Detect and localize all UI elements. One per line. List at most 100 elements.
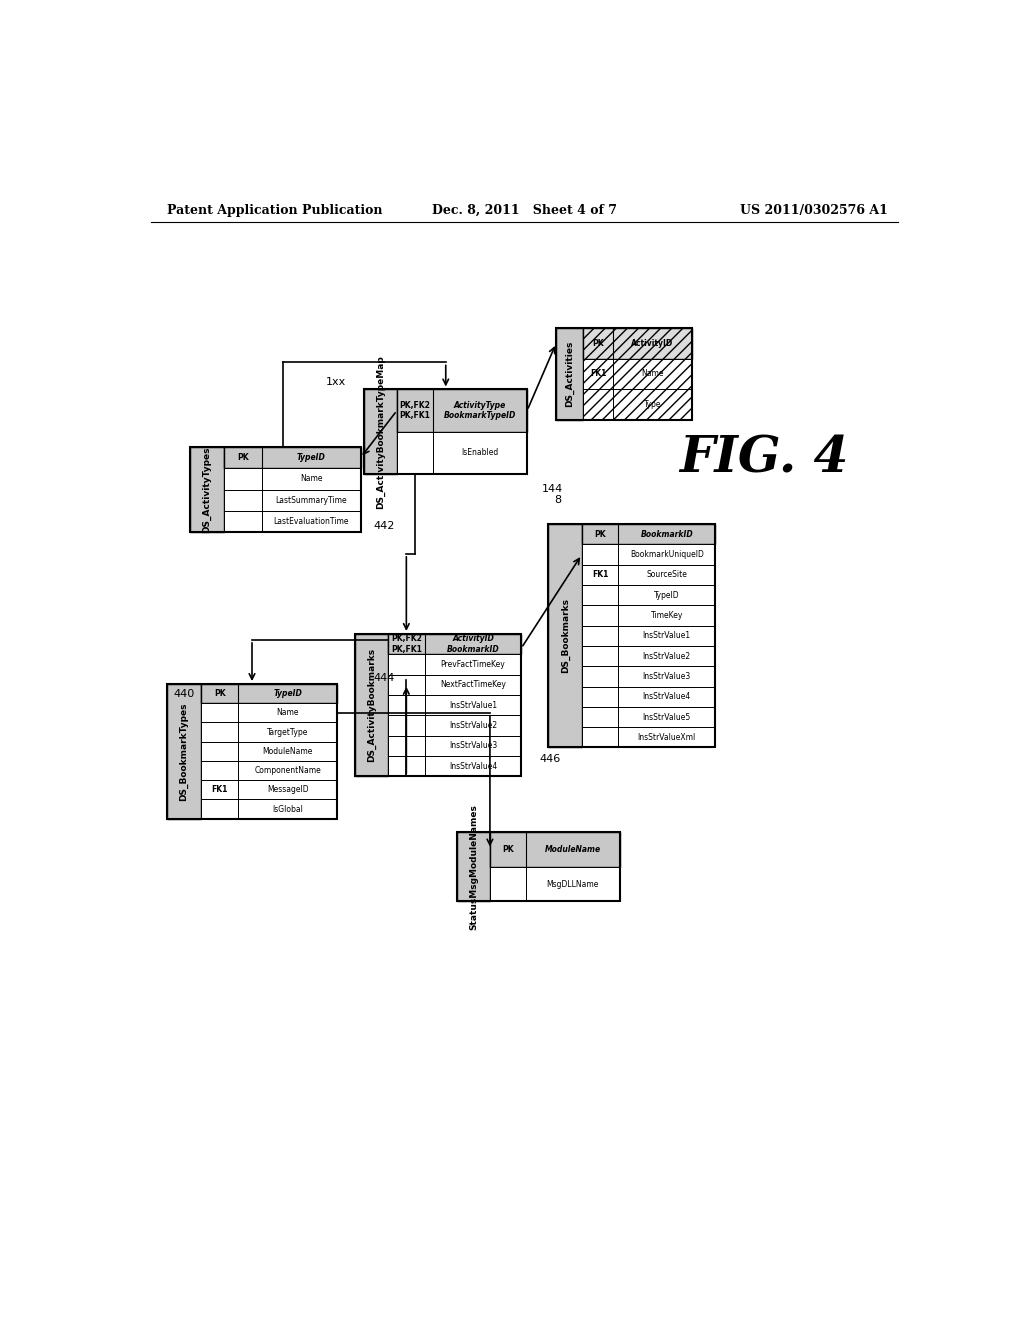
Text: 440: 440 [173,689,195,698]
Bar [582,606,715,626]
Text: PK,FK2
PK,FK1: PK,FK2 PK,FK1 [399,401,430,420]
Text: InsStrValue4: InsStrValue4 [643,692,691,701]
Text: TargetType: TargetType [267,727,308,737]
Text: Name: Name [641,370,664,379]
Text: Type: Type [644,400,662,409]
Text: 144: 144 [542,484,563,495]
Text: SourceSite: SourceSite [646,570,687,579]
Text: FK1: FK1 [590,370,606,379]
Bar [354,634,388,776]
Text: TimeKey: TimeKey [650,611,683,620]
Text: FIG. 4: FIG. 4 [679,434,848,483]
Bar [354,634,521,776]
Text: PK: PK [594,529,606,539]
Text: InsStrValue2: InsStrValue2 [643,652,691,660]
Bar [584,359,692,389]
Text: 8: 8 [555,495,562,506]
Text: InsStrValue2: InsStrValue2 [449,721,497,730]
Bar [489,832,621,867]
Bar [582,686,715,706]
Text: DS_Bookmarks: DS_Bookmarks [560,598,569,673]
Bar [582,626,715,645]
Text: InsStrValue4: InsStrValue4 [449,762,497,771]
Text: ActivityType
BookmarkTypeID: ActivityType BookmarkTypeID [443,401,516,420]
Bar [201,704,337,722]
Text: StatusMsgModuleNames: StatusMsgModuleNames [469,804,478,929]
Bar [201,742,337,760]
Text: ActivityID
BookmarkID: ActivityID BookmarkID [446,635,500,653]
Bar [224,490,360,511]
Bar [201,760,337,780]
Text: ModuleName: ModuleName [262,747,313,756]
Text: BookmarkUniqueID: BookmarkUniqueID [630,550,703,560]
Text: 444: 444 [373,673,394,684]
Text: MessageID: MessageID [267,785,308,795]
Text: InsStrValue1: InsStrValue1 [449,701,497,710]
Text: LastSummaryTime: LastSummaryTime [275,495,347,504]
Bar [224,469,360,490]
Bar [582,565,715,585]
Bar [556,327,584,420]
Bar [167,684,337,818]
Text: US 2011/0302576 A1: US 2011/0302576 A1 [739,205,888,218]
Bar [584,327,692,359]
Bar [190,447,360,532]
Text: InsStrValue1: InsStrValue1 [643,631,691,640]
Bar [489,867,621,902]
Bar [365,389,527,474]
Bar [397,432,527,474]
Bar [582,645,715,667]
Text: MsgDLLName: MsgDLLName [547,879,599,888]
Bar [388,715,521,735]
Text: NextFactTimeKey: NextFactTimeKey [440,680,506,689]
Bar [224,447,360,469]
Text: DS_ActivityTypes: DS_ActivityTypes [203,446,212,533]
Text: ActivityID: ActivityID [632,339,674,347]
Text: IsGlobal: IsGlobal [272,805,303,813]
Bar [582,544,715,565]
Text: DS_BookmarkTypes: DS_BookmarkTypes [179,702,188,800]
Text: Name: Name [276,709,299,717]
Text: ComponentName: ComponentName [254,766,322,775]
Text: TypeID: TypeID [654,591,680,599]
Text: DS_ActivityBookmarks: DS_ActivityBookmarks [367,648,376,762]
Bar [582,706,715,727]
Text: PK: PK [237,453,249,462]
Text: FK1: FK1 [211,785,227,795]
Bar [582,585,715,606]
Text: TypeID: TypeID [273,689,302,698]
Text: InsStrValue5: InsStrValue5 [643,713,691,722]
Bar [582,667,715,686]
Bar [201,780,337,800]
Text: FK1: FK1 [592,570,608,579]
Bar [458,832,621,902]
Bar [388,634,521,655]
Bar [201,722,337,742]
Text: 442: 442 [373,521,394,532]
Text: PK,FK2
PK,FK1: PK,FK2 PK,FK1 [391,635,422,653]
Bar [201,800,337,818]
Bar [549,524,582,747]
Text: IsEnabled: IsEnabled [461,449,499,458]
Bar [388,655,521,675]
Bar [201,684,337,704]
Bar [584,389,692,420]
Bar [388,694,521,715]
Text: LastEvaluationTime: LastEvaluationTime [273,516,349,525]
Bar [365,389,397,474]
Bar [397,389,527,432]
Text: Dec. 8, 2011   Sheet 4 of 7: Dec. 8, 2011 Sheet 4 of 7 [432,205,617,218]
Bar [167,684,201,818]
Bar [224,511,360,532]
Text: DS_ActivityBookmarkTypeMap: DS_ActivityBookmarkTypeMap [376,355,385,508]
Text: Name: Name [300,474,323,483]
Text: InsStrValueXml: InsStrValueXml [638,733,696,742]
Text: TypeID: TypeID [297,453,326,462]
Bar [388,735,521,756]
Text: PK: PK [214,689,225,698]
Text: PK: PK [502,845,514,854]
Bar [582,524,715,544]
Bar [190,447,224,532]
Text: PK: PK [593,339,604,347]
Bar [388,675,521,694]
